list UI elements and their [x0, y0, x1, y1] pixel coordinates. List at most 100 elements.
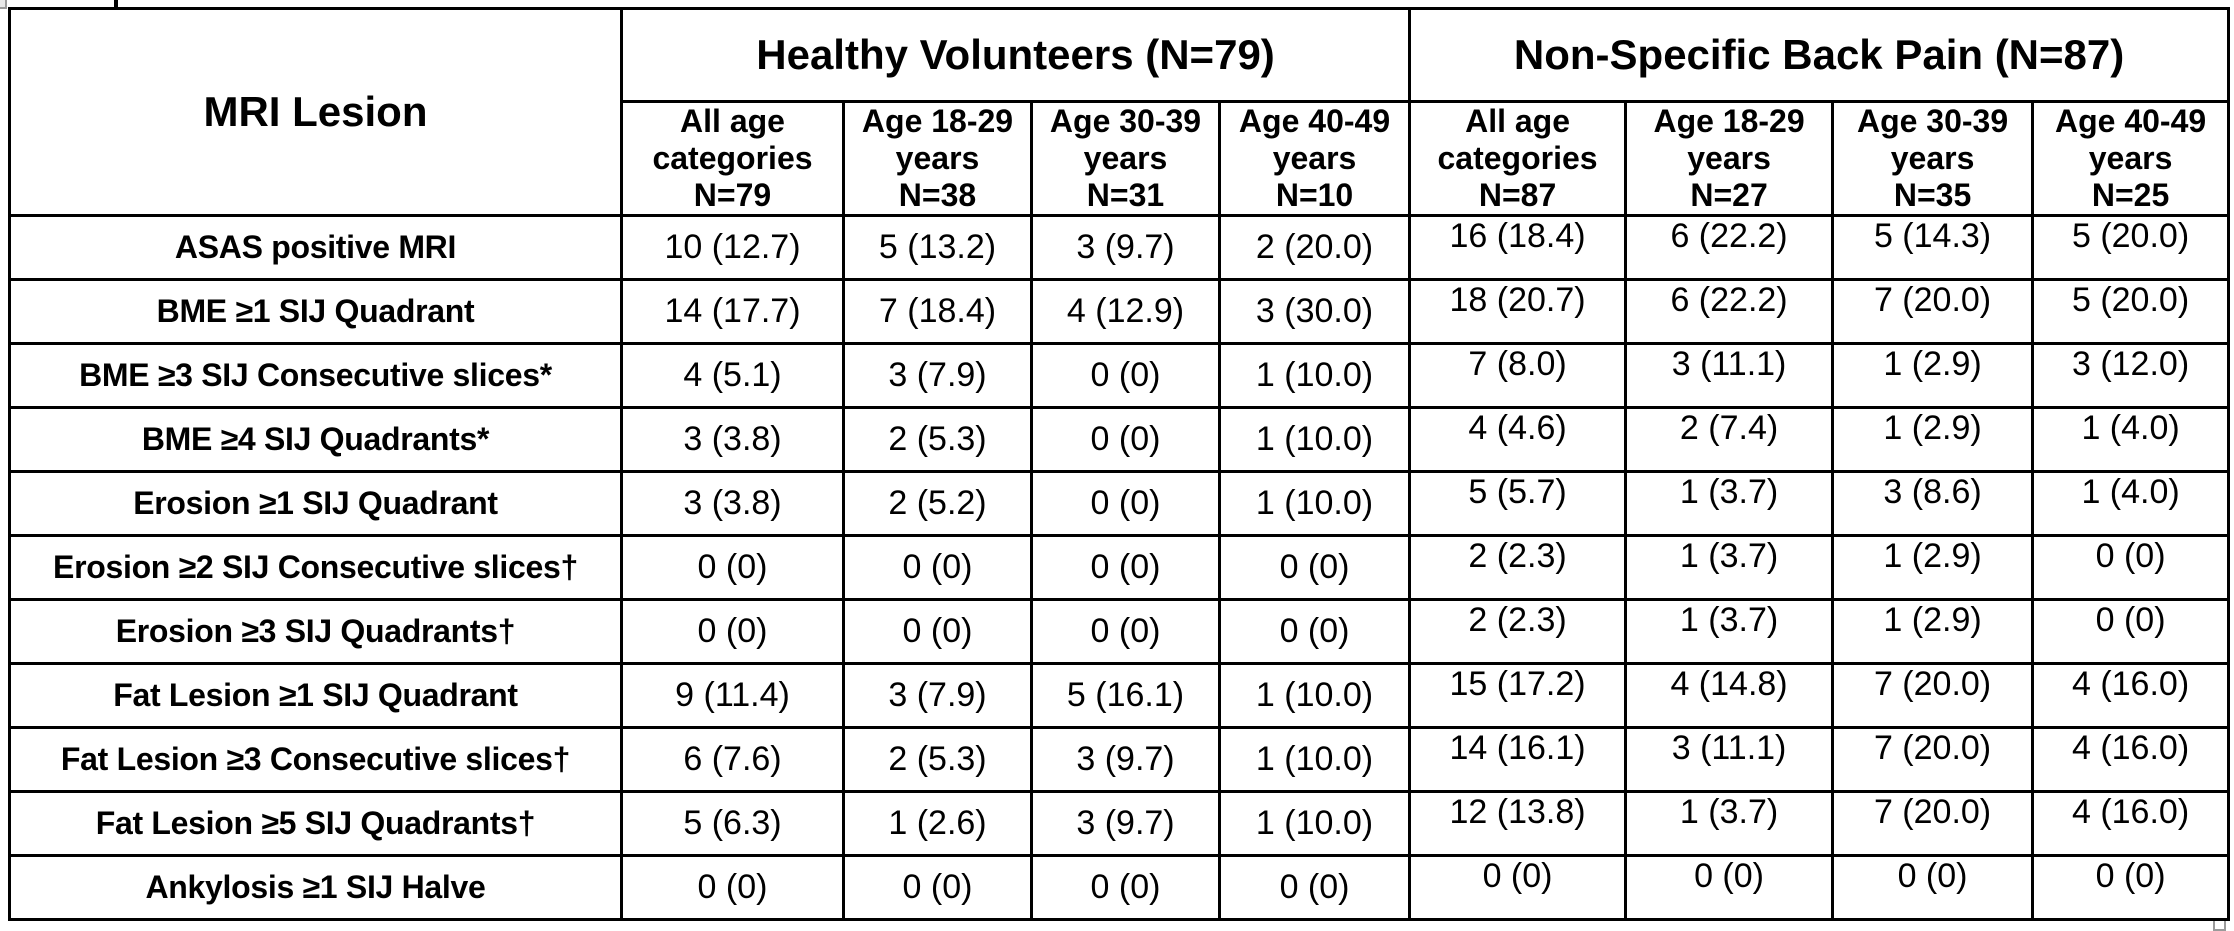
data-cell: 2 (2.3) — [1408, 598, 1628, 665]
table-subheader-row: All age categories N=79 Age 18-29 years … — [10, 100, 2231, 217]
col-header-hv-age-30-39: Age 30-39 years N=31 — [1030, 100, 1221, 217]
data-cell: 7 (20.0) — [1831, 662, 2035, 729]
data-cell: 0 (0) — [1831, 854, 2035, 921]
table-move-handle[interactable] — [0, 0, 7, 9]
table-row: Erosion ≥3 SIJ Quadrants† 0 (0) 0 (0) 0 … — [8, 598, 2231, 665]
table-row: Fat Lesion ≥1 SIJ Quadrant 9 (11.4) 3 (7… — [8, 662, 2231, 729]
data-cell: 0 (0) — [2031, 534, 2231, 601]
table-row: ASAS positive MRI 10 (12.7) 5 (13.2) 3 (… — [8, 214, 2231, 281]
data-cell: 18 (20.7) — [1408, 278, 1628, 345]
data-cell: 4 (4.6) — [1408, 406, 1628, 473]
data-cell: 14 (16.1) — [1408, 726, 1628, 793]
data-cell: 0 (0) — [1030, 598, 1221, 665]
group-header-non-specific-back-pain: Non-Specific Back Pain (N=87) — [1408, 7, 2231, 103]
data-cell: 5 (13.2) — [842, 214, 1033, 281]
data-cell: 7 (8.0) — [1408, 342, 1628, 409]
data-cell: 0 (0) — [1624, 854, 1835, 921]
data-cell: 4 (14.8) — [1624, 662, 1835, 729]
data-cell: 0 (0) — [1217, 534, 1412, 601]
group-header-healthy-volunteers: Healthy Volunteers (N=79) — [619, 7, 1412, 103]
col-header-hv-all-ages: All age categories N=79 — [620, 100, 845, 217]
data-cell: 3 (7.9) — [842, 662, 1033, 729]
table-row: Erosion ≥2 SIJ Consecutive slices† 0 (0)… — [8, 534, 2231, 601]
data-cell: 10 (12.7) — [620, 214, 845, 281]
data-cell: 3 (9.7) — [1030, 214, 1221, 281]
data-cell: 15 (17.2) — [1408, 662, 1628, 729]
data-cell: 4 (5.1) — [620, 342, 845, 409]
data-cell: 2 (5.3) — [842, 406, 1033, 473]
data-cell: 3 (11.1) — [1624, 726, 1835, 793]
table-border-fragment — [114, 0, 118, 10]
data-cell: 3 (30.0) — [1217, 278, 1412, 345]
col-header-hv-age-40-49: Age 40-49 years N=10 — [1217, 100, 1412, 217]
col-header-nsbp-age-30-39: Age 30-39 years N=35 — [1831, 100, 2035, 217]
mri-lesion-table: MRI Lesion Healthy Volunteers (N=79) Non… — [8, 7, 2231, 921]
data-cell: 4 (16.0) — [2031, 726, 2231, 793]
row-label: Fat Lesion ≥5 SIJ Quadrants† — [8, 790, 623, 857]
data-cell: 2 (5.2) — [842, 470, 1033, 537]
data-cell: 3 (3.8) — [620, 470, 845, 537]
data-cell: 1 (10.0) — [1217, 406, 1412, 473]
data-cell: 0 (0) — [620, 534, 845, 601]
data-cell: 3 (7.9) — [842, 342, 1033, 409]
data-cell: 0 (0) — [1030, 534, 1221, 601]
table-row: BME ≥1 SIJ Quadrant 14 (17.7) 7 (18.4) 4… — [8, 278, 2231, 345]
data-cell: 1 (10.0) — [1217, 790, 1412, 857]
data-cell: 3 (11.1) — [1624, 342, 1835, 409]
data-cell: 6 (22.2) — [1624, 214, 1835, 281]
data-cell: 4 (16.0) — [2031, 790, 2231, 857]
table-row: Erosion ≥1 SIJ Quadrant 3 (3.8) 2 (5.2) … — [8, 470, 2231, 537]
data-cell: 0 (0) — [1030, 406, 1221, 473]
data-cell: 5 (6.3) — [620, 790, 845, 857]
row-label: Erosion ≥2 SIJ Consecutive slices† — [8, 534, 623, 601]
row-label: Fat Lesion ≥3 Consecutive slices† — [8, 726, 623, 793]
row-label: ASAS positive MRI — [8, 214, 623, 281]
data-cell: 5 (20.0) — [2031, 214, 2231, 281]
data-cell: 7 (20.0) — [1831, 726, 2035, 793]
data-cell: 4 (12.9) — [1030, 278, 1221, 345]
table-row: Ankylosis ≥1 SIJ Halve 0 (0) 0 (0) 0 (0)… — [8, 854, 2231, 921]
data-cell: 7 (20.0) — [1831, 278, 2035, 345]
row-label: BME ≥3 SIJ Consecutive slices* — [8, 342, 623, 409]
data-cell: 0 (0) — [1030, 854, 1221, 921]
data-cell: 1 (10.0) — [1217, 662, 1412, 729]
corner-header: MRI Lesion — [8, 7, 623, 217]
data-cell: 3 (9.7) — [1030, 726, 1221, 793]
col-header-nsbp-all-ages: All age categories N=87 — [1408, 100, 1628, 217]
data-cell: 4 (16.0) — [2031, 662, 2231, 729]
row-label: Ankylosis ≥1 SIJ Halve — [8, 854, 623, 921]
data-cell: 1 (10.0) — [1217, 726, 1412, 793]
data-cell: 1 (3.7) — [1624, 790, 1835, 857]
data-cell: 2 (5.3) — [842, 726, 1033, 793]
data-cell: 3 (9.7) — [1030, 790, 1221, 857]
data-cell: 1 (2.9) — [1831, 342, 2035, 409]
data-cell: 0 (0) — [2031, 854, 2231, 921]
data-cell: 1 (2.9) — [1831, 534, 2035, 601]
row-label: Erosion ≥1 SIJ Quadrant — [8, 470, 623, 537]
col-header-hv-age-18-29: Age 18-29 years N=38 — [842, 100, 1033, 217]
row-label: Fat Lesion ≥1 SIJ Quadrant — [8, 662, 623, 729]
data-cell: 0 (0) — [842, 534, 1033, 601]
data-cell: 1 (4.0) — [2031, 470, 2231, 537]
data-cell: 1 (2.6) — [842, 790, 1033, 857]
data-cell: 1 (10.0) — [1217, 342, 1412, 409]
data-cell: 0 (0) — [1217, 854, 1412, 921]
row-label: BME ≥4 SIJ Quadrants* — [8, 406, 623, 473]
data-cell: 7 (18.4) — [842, 278, 1033, 345]
data-cell: 6 (7.6) — [620, 726, 845, 793]
data-cell: 1 (3.7) — [1624, 470, 1835, 537]
data-cell: 16 (18.4) — [1408, 214, 1628, 281]
data-cell: 0 (0) — [1030, 342, 1221, 409]
data-cell: 12 (13.8) — [1408, 790, 1628, 857]
col-header-nsbp-age-40-49: Age 40-49 years N=25 — [2031, 100, 2231, 217]
data-cell: 0 (0) — [1030, 470, 1221, 537]
table-row: Fat Lesion ≥5 SIJ Quadrants† 5 (6.3) 1 (… — [8, 790, 2231, 857]
table-row: BME ≥3 SIJ Consecutive slices* 4 (5.1) 3… — [8, 342, 2231, 409]
data-cell: 6 (22.2) — [1624, 278, 1835, 345]
data-cell: 1 (3.7) — [1624, 534, 1835, 601]
data-cell: 0 (0) — [842, 854, 1033, 921]
col-header-nsbp-age-18-29: Age 18-29 years N=27 — [1624, 100, 1835, 217]
data-cell: 2 (2.3) — [1408, 534, 1628, 601]
data-cell: 2 (7.4) — [1624, 406, 1835, 473]
data-cell: 0 (0) — [1217, 598, 1412, 665]
